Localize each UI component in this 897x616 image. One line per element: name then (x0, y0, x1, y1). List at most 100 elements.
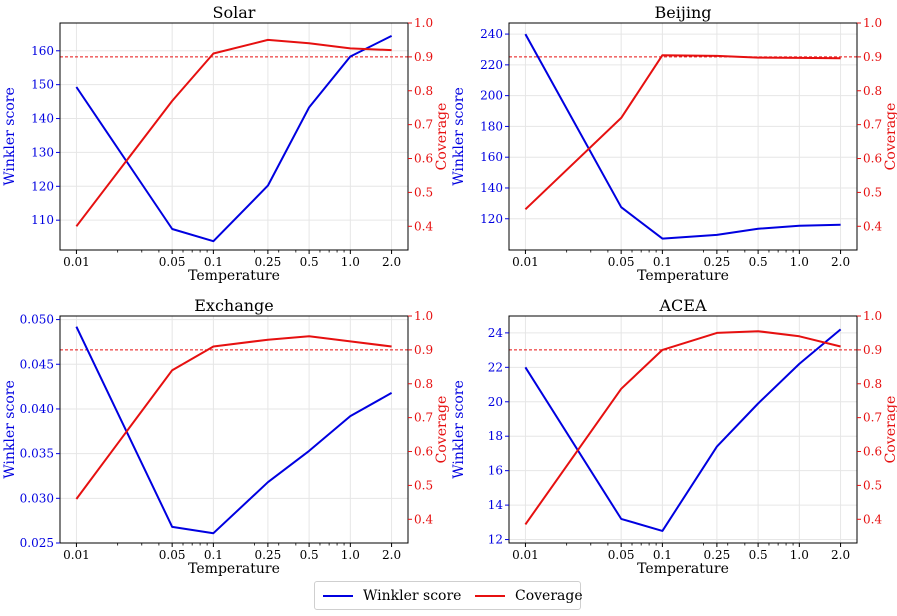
legend-item-winkler: Winkler score (323, 582, 461, 609)
y-left-tick-label: 110 (31, 213, 54, 227)
y-left-tick-label: 24 (488, 326, 504, 340)
y-left-tick-label: 18 (488, 429, 503, 443)
x-tick-label: 0.1 (204, 548, 223, 562)
series-line-coverage (524, 330, 841, 525)
x-tick-label: 1.0 (790, 548, 809, 562)
x-axis-label: Temperature (637, 561, 729, 577)
legend-item-coverage: Coverage (475, 582, 583, 609)
y-right-tick-label: 0.8 (863, 377, 882, 391)
chart-title: ACEA (658, 296, 706, 315)
y-left-tick-label: 20 (488, 395, 503, 409)
y-right-tick-label: 0.5 (863, 185, 882, 199)
x-tick-label: 1.0 (790, 255, 809, 269)
x-tick-label: 0.5 (749, 548, 768, 562)
series-line-coverage (75, 335, 392, 500)
y-right-tick-label: 0.8 (414, 377, 433, 391)
legend-label-coverage: Coverage (515, 587, 583, 604)
y-left-tick-label: 0.045 (20, 357, 54, 371)
y-right-tick-label: 0.4 (863, 512, 882, 526)
y-left-tick-label: 0.025 (20, 536, 54, 550)
x-tick-label: 0.1 (204, 255, 223, 269)
y-right-axis-label: Coverage (434, 396, 450, 464)
legend: Winkler score Coverage (314, 581, 583, 610)
y-right-tick-label: 0.7 (414, 118, 433, 132)
y-right-tick-label: 0.6 (414, 445, 433, 459)
y-right-tick-label: 0.6 (414, 152, 433, 166)
y-left-tick-label: 0.050 (20, 313, 54, 327)
y-left-tick-label: 0.035 (20, 447, 54, 461)
legend-swatch-winkler (323, 594, 353, 597)
y-right-tick-label: 0.9 (414, 50, 433, 64)
chart-panel-acea: 0.01 0.05 0.1 0.25 0.5 1.0 2.0 12 14 16 18 20 22 24 0.… (451, 296, 897, 577)
y-left-tick-label: 220 (480, 58, 503, 72)
y-right-tick-label: 0.4 (414, 219, 433, 233)
x-tick-label: 0.01 (512, 255, 539, 269)
y-left-tick-label: 140 (480, 181, 503, 195)
legend-swatch-coverage (475, 594, 505, 597)
y-right-tick-label: 0.5 (414, 478, 433, 492)
y-right-tick-label: 1.0 (863, 309, 882, 323)
y-right-tick-label: 1.0 (414, 16, 433, 30)
y-right-tick-label: 0.9 (414, 343, 433, 357)
y-left-tick-label: 0.040 (20, 402, 54, 416)
x-tick-label: 0.25 (704, 548, 731, 562)
y-left-tick-label: 22 (488, 360, 503, 374)
x-tick-label: 0.5 (300, 548, 319, 562)
y-right-tick-label: 0.6 (863, 152, 882, 166)
series-line-coverage (524, 54, 841, 211)
y-right-tick-label: 0.5 (863, 478, 882, 492)
x-tick-label: 0.5 (749, 255, 768, 269)
y-left-tick-label: 14 (488, 498, 504, 512)
series-line-winkler (75, 326, 393, 535)
axes-frame (508, 22, 858, 251)
series-line-winkler (75, 35, 393, 243)
x-tick-label: 0.5 (300, 255, 319, 269)
x-tick-label: 0.05 (608, 548, 635, 562)
y-left-axis-label: Winkler score (451, 380, 467, 478)
y-left-tick-label: 16 (488, 464, 503, 478)
x-tick-label: 0.1 (653, 255, 672, 269)
y-left-tick-label: 130 (31, 145, 54, 159)
chart-panel-solar: 0.01 0.05 0.1 0.25 0.5 1.0 2.0 110 120 130 140 150 1… (2, 3, 450, 284)
y-left-axis-label: Winkler score (451, 87, 467, 185)
x-tick-label: 0.25 (255, 548, 282, 562)
y-right-tick-label: 0.9 (863, 343, 882, 357)
legend-label-winkler: Winkler score (363, 587, 462, 604)
y-right-tick-label: 0.4 (863, 219, 882, 233)
y-right-tick-label: 0.8 (414, 84, 433, 98)
x-tick-label: 0.1 (653, 548, 672, 562)
x-tick-label: 0.01 (63, 255, 90, 269)
x-tick-label: 2.0 (382, 255, 401, 269)
y-left-tick-label: 180 (480, 119, 503, 133)
y-right-tick-label: 0.7 (863, 411, 882, 425)
y-right-axis-label: Coverage (883, 103, 897, 171)
x-axis-label: Temperature (188, 561, 280, 577)
y-left-axis-label: Winkler score (2, 380, 18, 478)
x-axis-label: Temperature (637, 268, 729, 284)
axes-frame (59, 22, 409, 251)
axes-frame (59, 315, 409, 544)
x-tick-label: 1.0 (341, 548, 360, 562)
chart-title: Exchange (194, 296, 274, 315)
x-tick-label: 1.0 (341, 255, 360, 269)
y-left-tick-label: 150 (31, 78, 54, 92)
y-right-tick-label: 1.0 (863, 16, 882, 30)
y-left-tick-label: 200 (480, 89, 503, 103)
y-right-tick-label: 0.7 (863, 118, 882, 132)
y-left-tick-label: 120 (480, 212, 503, 226)
y-left-tick-label: 240 (480, 27, 503, 41)
y-left-tick-label: 160 (31, 44, 54, 58)
y-right-tick-label: 1.0 (414, 309, 433, 323)
y-left-tick-label: 160 (480, 150, 503, 164)
x-tick-label: 2.0 (831, 548, 850, 562)
y-left-tick-label: 12 (488, 533, 503, 547)
x-tick-label: 0.01 (63, 548, 90, 562)
y-right-tick-label: 0.5 (414, 185, 433, 199)
chart-panel-exchange: 0.01 0.05 0.1 0.25 0.5 1.0 2.0 0.025 0.030 0.035 0… (2, 296, 450, 577)
x-tick-label: 0.25 (255, 255, 282, 269)
chart-title: Solar (213, 3, 256, 22)
axes-frame (508, 315, 858, 544)
y-left-tick-label: 140 (31, 112, 54, 126)
series-line-winkler (524, 328, 842, 532)
